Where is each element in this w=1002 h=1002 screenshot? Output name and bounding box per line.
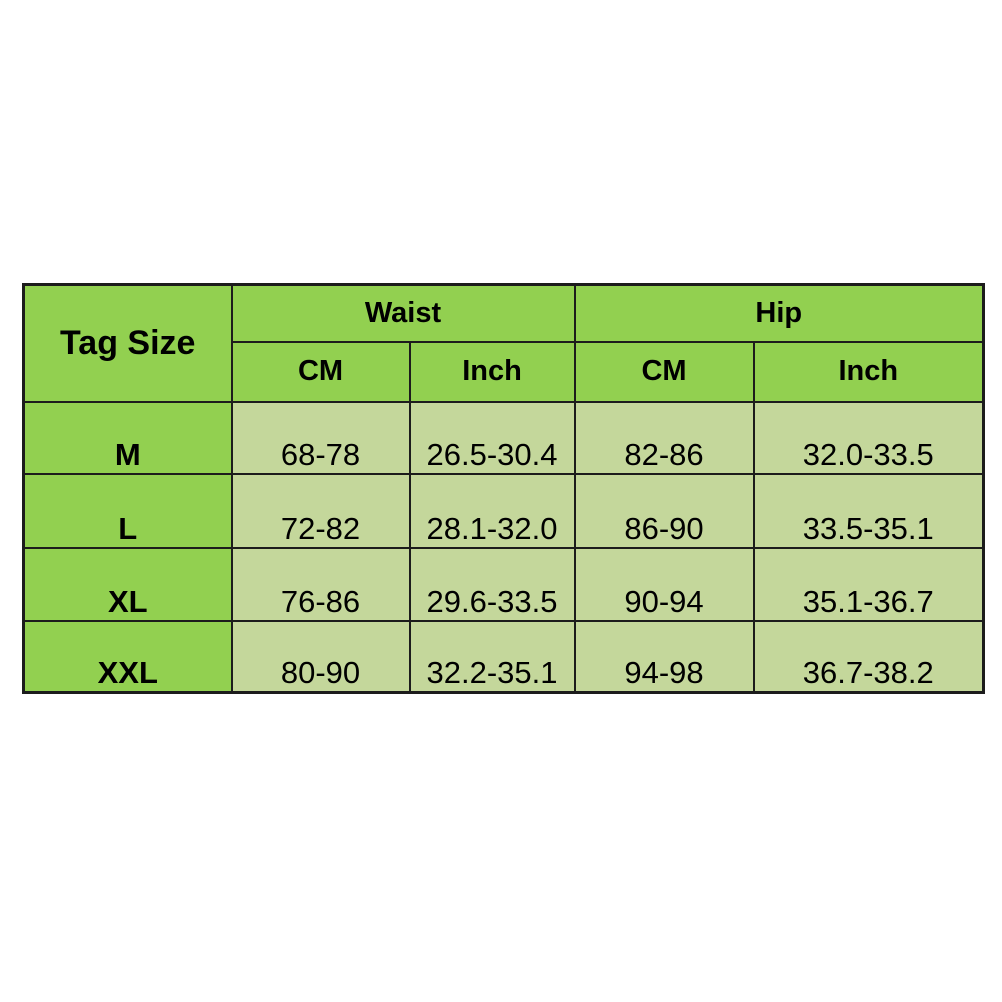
hip-cm-cell: 90-94 [573,546,755,622]
waist-cm-cell: 72-82 [230,472,411,549]
size-label-cell: M [22,400,233,475]
subheader-row: CM Inch CM Inch [24,340,985,403]
size-chart-table: Tag Size Waist Hip CM Inch CM Inch M 68-… [22,283,985,694]
waist-cm-cell: 80-90 [230,619,411,694]
hip-inch-cell: 32.0-33.5 [752,400,985,475]
hip-inch-cell: 35.1-36.7 [752,546,985,622]
waist-inch-cell: 29.6-33.5 [408,546,576,622]
hip-cm-cell: 82-86 [573,400,755,475]
table-row: XXL 80-90 32.2-35.1 94-98 36.7-38.2 [22,619,985,694]
size-label-cell: L [22,472,233,549]
waist-group-header: Waist [230,283,576,343]
size-label-cell: XXL [22,619,233,694]
waist-cm-cell: 68-78 [230,400,411,475]
waist-inch-cell: 32.2-35.1 [408,619,576,694]
hip-inch-header: Inch [752,340,985,403]
waist-cm-header: CM [230,340,411,403]
corner-header-cell: Tag Size [22,283,233,403]
waist-cm-cell: 76-86 [230,546,411,622]
hip-inch-cell: 36.7-38.2 [752,619,985,694]
hip-inch-cell: 33.5-35.1 [752,472,985,549]
waist-inch-cell: 26.5-30.4 [408,400,576,475]
table-row: M 68-78 26.5-30.4 82-86 32.0-33.5 [22,400,985,475]
table-row: XL 76-86 29.6-33.5 90-94 35.1-36.7 [22,546,985,622]
size-label-cell: XL [22,546,233,622]
hip-cm-cell: 86-90 [573,472,755,549]
table-row: L 72-82 28.1-32.0 86-90 33.5-35.1 [22,472,985,549]
hip-group-header: Hip [573,283,985,343]
group-header-row: Tag Size Waist Hip [22,283,985,403]
waist-inch-header: Inch [408,340,576,403]
waist-inch-cell: 28.1-32.0 [408,472,576,549]
hip-cm-header: CM [573,340,755,403]
hip-cm-cell: 94-98 [573,619,755,694]
